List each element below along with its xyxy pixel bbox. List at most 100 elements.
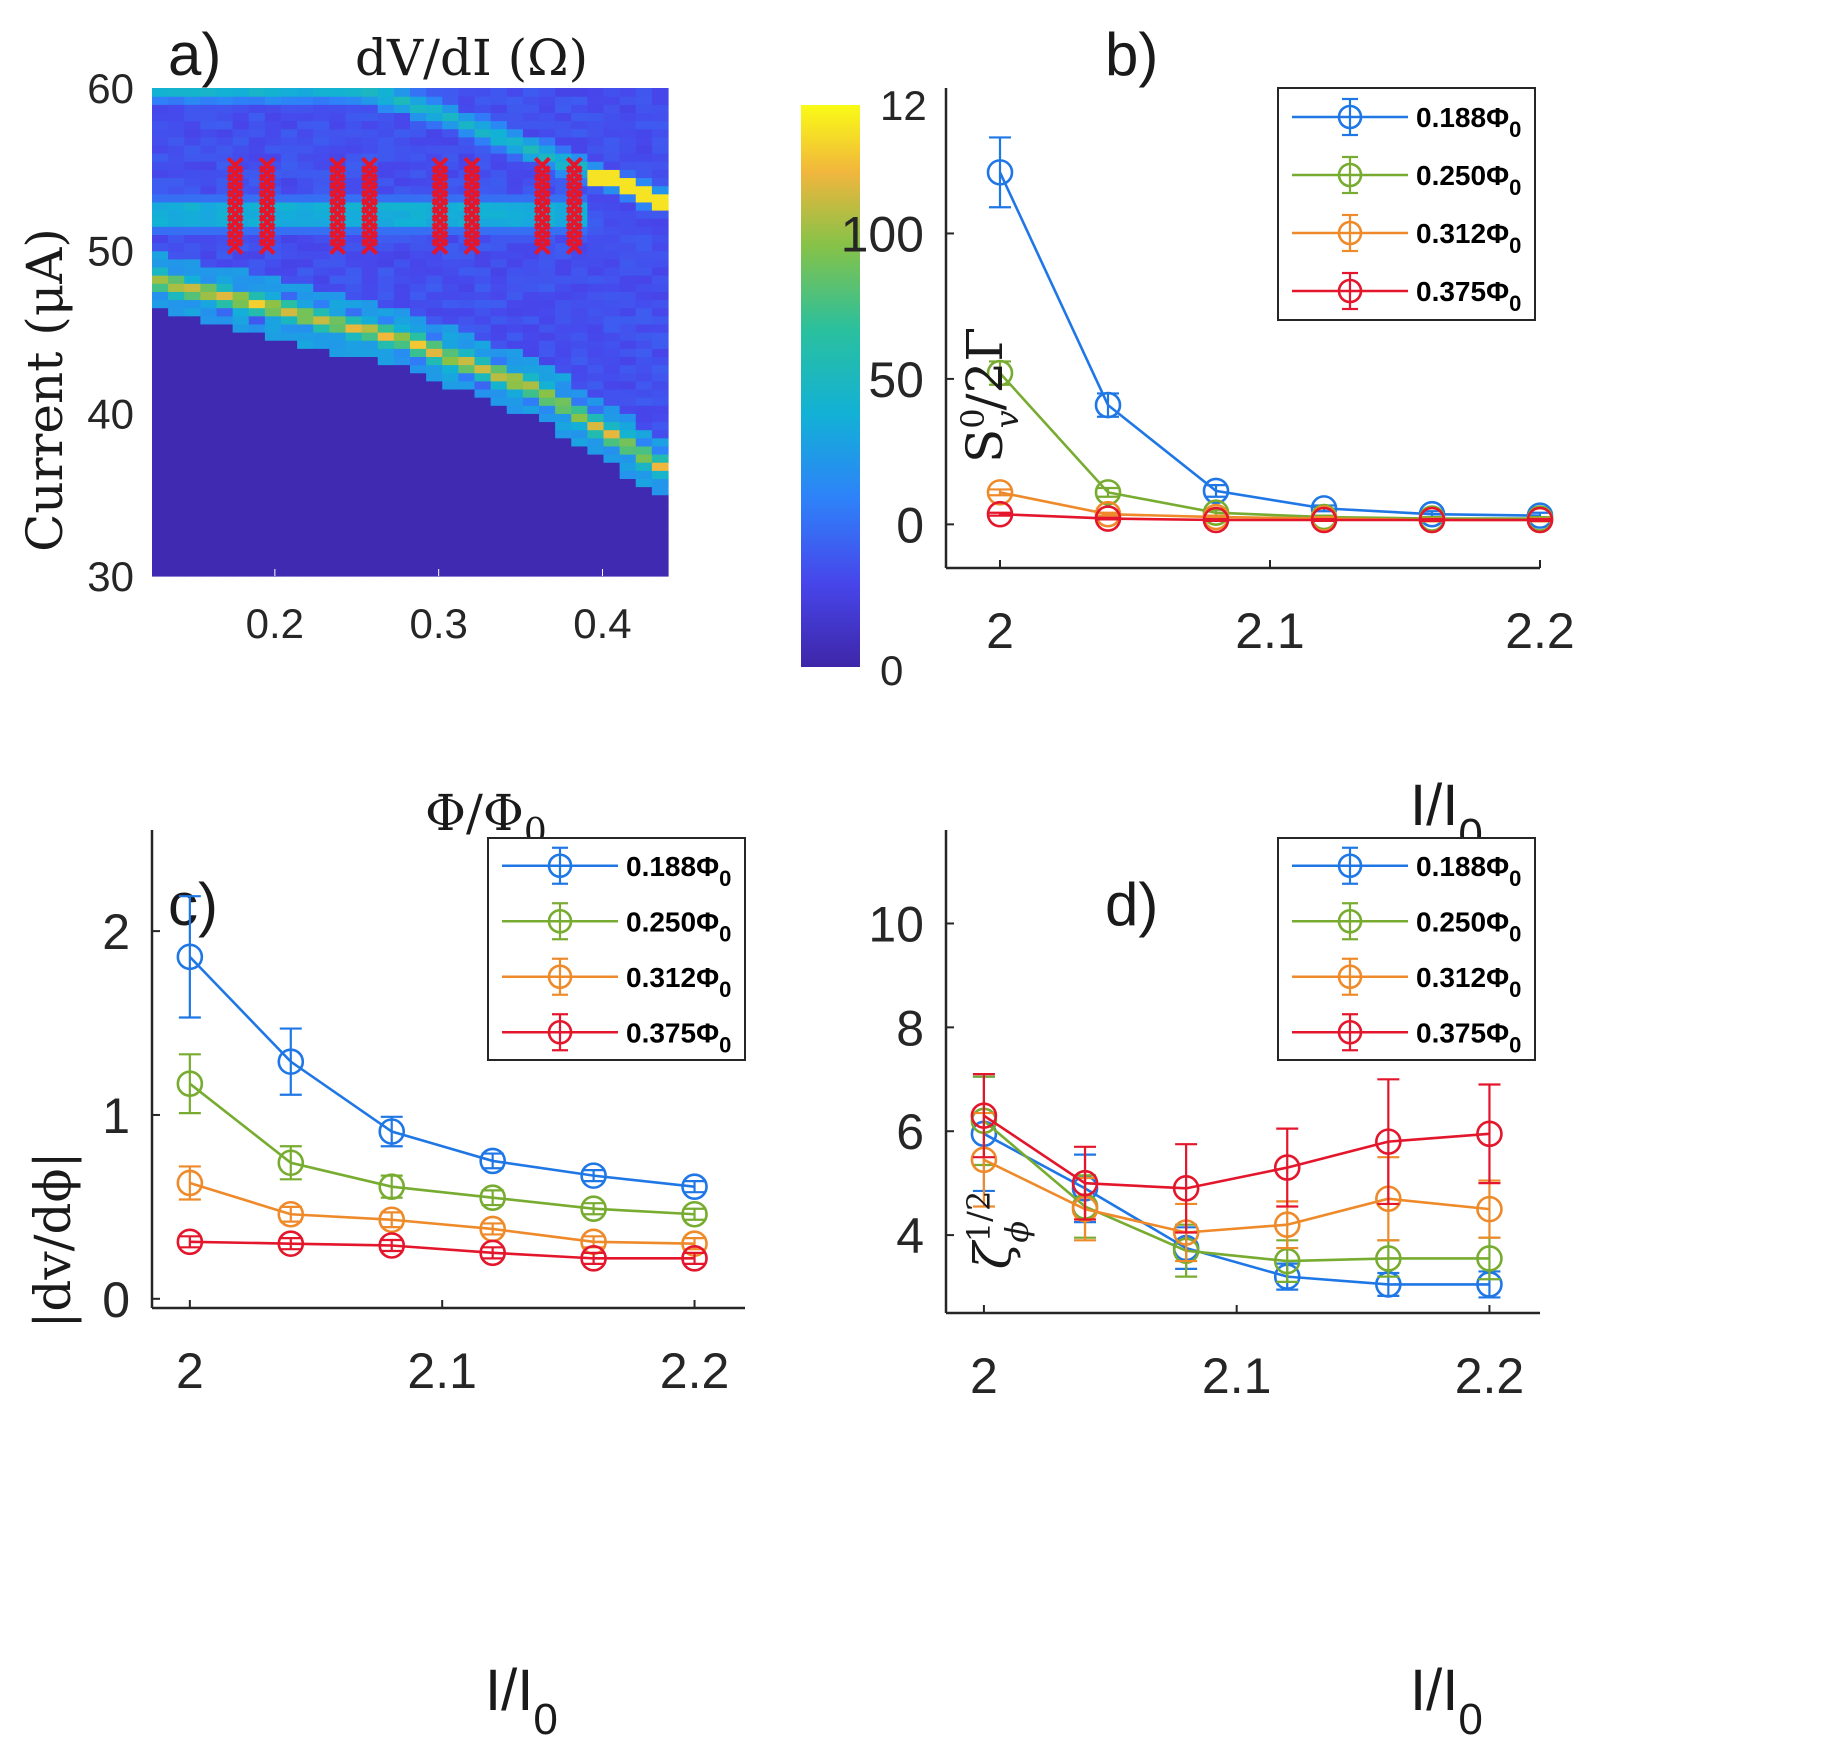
heatmap-cell	[281, 323, 298, 333]
heatmap-cell	[184, 421, 201, 431]
heatmap-cell	[361, 462, 379, 471]
heatmap-cell	[184, 112, 201, 122]
heatmap-cell	[522, 153, 540, 162]
error-bar	[582, 1251, 605, 1265]
heatmap-cell	[248, 519, 266, 528]
heatmap-cell	[635, 429, 653, 439]
heatmap-cell	[248, 169, 266, 179]
c-ylabel: |dv/dϕ|	[24, 1152, 82, 1329]
heatmap-cell	[651, 356, 669, 366]
heatmap-cell	[651, 413, 669, 423]
heatmap-cell	[281, 226, 298, 235]
heatmap-cell	[490, 510, 508, 520]
heatmap-cell	[506, 364, 524, 374]
data-point	[1273, 1211, 1301, 1239]
heatmap-cell	[184, 283, 201, 292]
heatmap-cell	[635, 413, 653, 423]
heatmap-cell	[426, 291, 443, 301]
data-point	[681, 1245, 708, 1272]
heatmap-cell	[345, 397, 363, 406]
heatmap-cell	[200, 218, 218, 227]
heatmap-cell	[571, 242, 588, 252]
heatmap-cell	[264, 494, 282, 504]
heatmap-cell	[313, 421, 330, 431]
series-line	[983, 1114, 1490, 1190]
heatmap-cell	[571, 307, 588, 317]
heatmap-cell	[587, 104, 605, 113]
heatmap-cell	[264, 429, 282, 439]
heatmap-cell	[232, 96, 250, 105]
heatmap-cell	[410, 445, 427, 455]
heatmap-cell	[474, 210, 492, 219]
heatmap-cell	[635, 250, 653, 260]
heatmap-cell	[248, 96, 266, 105]
heatmap-cell	[281, 283, 298, 292]
heatmap-cell	[474, 275, 492, 284]
heatmap-cell	[571, 136, 588, 146]
heatmap-cell	[555, 153, 572, 162]
heatmap-cell	[168, 136, 185, 146]
heatmap-cell	[216, 535, 234, 545]
heatmap-cell	[200, 332, 218, 341]
heatmap-cell	[619, 527, 637, 536]
heatmap-cell	[184, 136, 201, 146]
heatmap-cell	[506, 421, 524, 431]
heatmap-cell	[264, 315, 282, 325]
cross-marker	[258, 156, 276, 174]
heatmap-cell	[345, 307, 363, 317]
heatmap-cell	[474, 177, 492, 187]
heatmap-cell	[490, 299, 508, 309]
heatmap-cell	[377, 502, 395, 512]
heatmap-cell	[474, 266, 492, 276]
heatmap-cell	[426, 356, 443, 366]
heatmap-cell	[506, 405, 524, 414]
cross-marker	[329, 156, 347, 174]
heatmap-cell	[555, 193, 572, 203]
heatmap-cell	[587, 494, 605, 504]
heatmap-cell	[184, 380, 201, 390]
series-blue	[176, 895, 708, 1200]
heatmap-cell	[619, 510, 637, 520]
heatmap-cell	[297, 502, 314, 512]
heatmap-cell	[426, 250, 443, 260]
heatmap-cell	[297, 169, 314, 179]
heatmap-cell	[393, 470, 411, 479]
heatmap-cell	[216, 161, 234, 170]
heatmap-cell	[555, 462, 572, 471]
heatmap-cell	[168, 510, 185, 520]
heatmap-cell	[297, 429, 314, 439]
heatmap-cell	[506, 120, 524, 130]
heatmap-cell	[248, 242, 266, 252]
legend-box	[1277, 837, 1536, 1061]
heatmap-cell	[458, 356, 476, 366]
heatmap-cell	[619, 242, 637, 252]
heatmap-cell	[426, 478, 443, 488]
heatmap-cell	[651, 486, 669, 496]
heatmap-cell	[474, 567, 492, 577]
heatmap-cell	[474, 96, 492, 105]
heatmap-cell	[168, 128, 185, 138]
heatmap-cell	[281, 218, 298, 227]
heatmap-cell	[184, 510, 201, 520]
heatmap-cell	[152, 323, 169, 333]
heatmap-cell	[329, 527, 347, 536]
legend-item: 0.188Φ0	[502, 846, 731, 891]
heatmap-cell	[490, 380, 508, 390]
heatmap-cell	[603, 478, 621, 488]
heatmap-cell	[200, 535, 218, 545]
x-tick-label: 2	[970, 1348, 998, 1404]
heatmap-cell	[490, 478, 508, 488]
heatmap-cell	[377, 291, 395, 301]
heatmap-cell	[264, 502, 282, 512]
heatmap-cell	[490, 559, 508, 569]
heatmap-cell	[168, 454, 185, 463]
heatmap-cell	[651, 161, 669, 170]
heatmap-cell	[377, 136, 395, 146]
heatmap-cell	[458, 527, 476, 536]
heatmap-cell	[313, 405, 330, 414]
heatmap-cell	[168, 315, 185, 325]
heatmap-cell	[410, 478, 427, 488]
heatmap-cell	[458, 519, 476, 528]
heatmap-cell	[313, 364, 330, 374]
heatmap-cell	[506, 250, 524, 260]
